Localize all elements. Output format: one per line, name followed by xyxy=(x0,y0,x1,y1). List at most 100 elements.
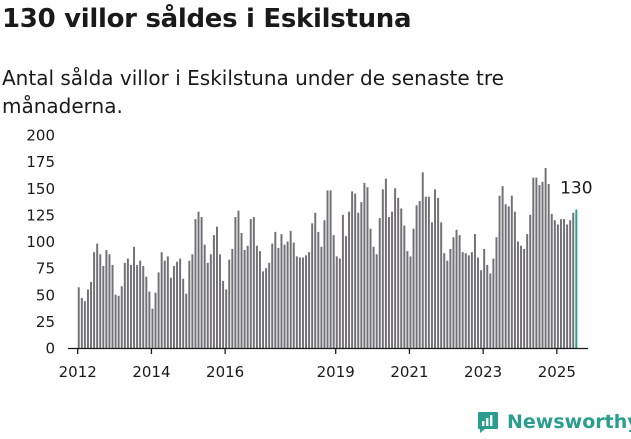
bar xyxy=(317,231,320,348)
bar xyxy=(228,259,231,348)
bar xyxy=(381,189,384,348)
bar xyxy=(120,286,123,348)
bar xyxy=(102,266,105,348)
bar xyxy=(108,254,111,348)
bar xyxy=(559,219,562,348)
x-tick-label: 2023 xyxy=(464,363,502,381)
bar xyxy=(504,204,507,348)
bar xyxy=(486,264,489,348)
bar xyxy=(335,256,338,348)
bar xyxy=(473,234,476,348)
bar xyxy=(550,213,553,348)
y-tick-label: 0 xyxy=(45,340,55,358)
bar xyxy=(520,245,523,348)
bar xyxy=(105,250,108,348)
bar xyxy=(157,272,160,348)
bar xyxy=(252,217,255,348)
bar xyxy=(243,250,246,348)
bar xyxy=(470,252,473,348)
bar xyxy=(200,217,203,348)
bar xyxy=(169,277,172,348)
bar xyxy=(176,261,179,348)
bar xyxy=(440,222,443,348)
bar xyxy=(142,266,145,348)
bar xyxy=(295,256,298,348)
bar xyxy=(366,187,369,348)
y-tick-label: 200 xyxy=(26,127,55,145)
bar xyxy=(258,251,261,348)
bar xyxy=(197,211,200,348)
bar xyxy=(403,225,406,348)
bar xyxy=(86,289,89,348)
bar xyxy=(160,252,163,348)
y-tick-label: 50 xyxy=(36,286,55,304)
bar xyxy=(357,212,360,348)
bar xyxy=(461,252,464,348)
bar xyxy=(351,191,354,348)
bar xyxy=(523,248,526,348)
bar xyxy=(418,201,421,348)
bar xyxy=(237,210,240,348)
bar xyxy=(354,193,357,348)
bar xyxy=(308,252,311,348)
bar xyxy=(406,251,409,348)
bar xyxy=(246,245,249,348)
bar xyxy=(397,197,400,348)
bar xyxy=(541,181,544,348)
bar xyxy=(314,212,317,348)
bar xyxy=(544,168,547,348)
bar xyxy=(489,273,492,348)
bar xyxy=(80,297,83,348)
bar xyxy=(77,287,80,348)
bar xyxy=(391,211,394,348)
bar xyxy=(90,281,93,348)
bar xyxy=(215,226,218,348)
bar xyxy=(477,257,480,348)
bar xyxy=(329,190,332,348)
bar xyxy=(563,219,566,348)
bar xyxy=(182,278,185,348)
bar xyxy=(136,264,139,348)
bar xyxy=(566,224,569,348)
bar xyxy=(400,208,403,348)
bar xyxy=(206,262,209,348)
bar xyxy=(249,219,252,348)
bar xyxy=(434,189,437,348)
bar xyxy=(415,205,418,348)
bar xyxy=(449,248,452,348)
bar xyxy=(458,235,461,348)
bar xyxy=(194,219,197,348)
bar xyxy=(384,178,387,348)
bar xyxy=(516,241,519,348)
x-tick-label: 2019 xyxy=(317,363,355,381)
chart-title: 130 villor såldes i Eskilstuna xyxy=(2,4,412,34)
y-tick-label: 100 xyxy=(26,233,55,251)
x-tick-label: 2016 xyxy=(206,363,244,381)
brand-name: Newsworthy xyxy=(507,411,631,433)
bar xyxy=(93,252,96,348)
bar xyxy=(117,295,120,348)
bar xyxy=(268,262,271,348)
bar xyxy=(151,308,154,348)
bar xyxy=(123,262,126,348)
y-tick-label: 25 xyxy=(36,313,55,331)
bar xyxy=(163,260,166,348)
newsworthy-logo-icon xyxy=(478,412,498,433)
bar xyxy=(547,183,550,348)
bar xyxy=(209,254,212,348)
x-tick-label: 2012 xyxy=(59,363,97,381)
bar xyxy=(292,242,295,348)
bar xyxy=(96,243,99,348)
bar xyxy=(538,185,541,348)
bar xyxy=(480,270,483,348)
bar xyxy=(535,177,538,348)
x-axis: 2012 2014 2016 2019 2021 2023 2025 xyxy=(59,347,588,381)
bar xyxy=(255,245,258,348)
bar xyxy=(265,268,268,349)
bar xyxy=(219,254,222,348)
y-axis: 0 25 50 75 100 125 150 175 200 xyxy=(26,127,55,358)
bar xyxy=(375,254,378,348)
bar xyxy=(409,256,412,348)
bar xyxy=(483,248,486,348)
